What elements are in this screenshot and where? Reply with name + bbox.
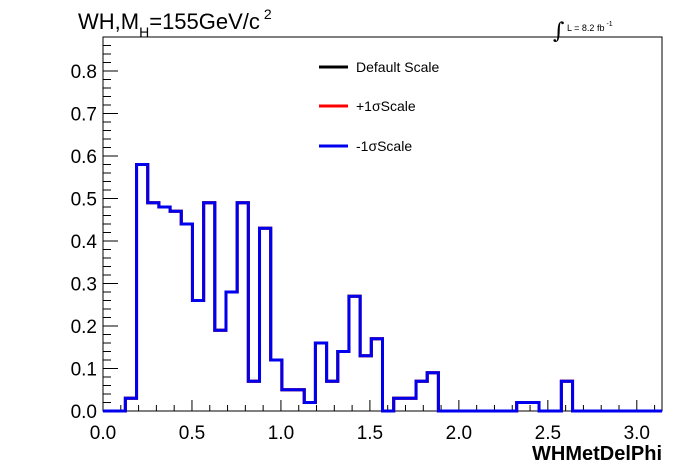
legend-label-plus1sigma: +1σScale <box>356 98 416 114</box>
y-tick-label: 0.3 <box>71 275 97 296</box>
luminosity-text: L = 8.2 fb <box>567 23 604 33</box>
y-tick-label: 0.8 <box>71 62 97 83</box>
legend: Default Scale +1σScale -1σScale <box>319 59 439 154</box>
title-subscript: H <box>139 24 149 40</box>
title-superscript: 2 <box>264 6 272 22</box>
y-tick-label: 0.4 <box>71 232 98 253</box>
y-tick-label: 0.6 <box>71 147 97 168</box>
x-tick-label: 0.5 <box>179 423 205 444</box>
x-tick-label: 2.5 <box>535 423 561 444</box>
luminosity-label: L = 8.2 fb -1 <box>567 21 613 33</box>
legend-label-default: Default Scale <box>356 59 439 75</box>
title-main-text: WH,M <box>78 9 139 34</box>
title-suffix: =155GeV/c <box>149 9 260 34</box>
y-tick-label: 0.5 <box>71 190 97 211</box>
chart-title: WH,MH=155GeV/c 2 <box>78 6 272 40</box>
x-axis: 0.0 0.5 1.0 1.5 2.0 2.5 3.0 <box>90 400 656 444</box>
series-layer <box>103 163 662 413</box>
y-tick-label: 0.0 <box>71 402 97 423</box>
x-tick-label: 2.0 <box>446 423 472 444</box>
y-tick-label: 0.7 <box>71 105 97 126</box>
legend-label-minus1sigma: -1σScale <box>356 138 412 154</box>
x-tick-label: 0.0 <box>90 423 116 444</box>
x-tick-label: 1.5 <box>357 423 383 444</box>
x-axis-label: WHMetDelPhi <box>532 443 662 465</box>
y-tick-label: 0.2 <box>71 317 97 338</box>
series-line--1-scale <box>103 163 662 413</box>
x-tick-label: 3.0 <box>624 423 650 444</box>
y-tick-label: 0.1 <box>71 360 97 381</box>
integral-sign: ∫ <box>553 19 565 44</box>
luminosity-superscript: -1 <box>606 21 612 28</box>
x-tick-label: 1.0 <box>268 423 294 444</box>
